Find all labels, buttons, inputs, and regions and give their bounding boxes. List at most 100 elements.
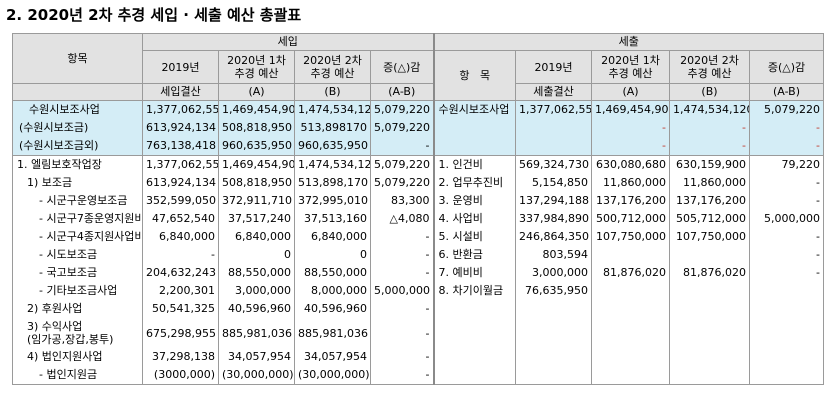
- income-first: 6,840,000: [218, 228, 295, 246]
- table-row: (수원시보조금외) 763,138,418 960,635,950 960,635,9…: [12, 137, 825, 156]
- table-row: - 시군구운영보조금 352,599,050 372,911,710 372,995,…: [12, 192, 825, 210]
- expense-first: 11,860,000: [591, 174, 670, 192]
- expense-diff: -: [748, 192, 825, 210]
- income-y2019: -: [142, 246, 219, 264]
- expense-diff: -: [748, 228, 825, 246]
- expense-diff: [748, 366, 825, 385]
- income-diff: 5,079,220: [370, 119, 434, 137]
- income-second: 513,898,170: [294, 174, 371, 192]
- expense-second: 630,159,900: [669, 155, 750, 174]
- header-expense-2019: 2019년: [515, 50, 592, 84]
- expense-diff: [748, 348, 825, 366]
- header-sub-blank: [12, 83, 143, 101]
- expense-first: [591, 300, 670, 318]
- header-expense-b: (B): [669, 83, 750, 101]
- table-row: 수원시보조사업 1,377,062,552 1,469,454,900 1,474,5…: [12, 100, 825, 119]
- expense-y2019: [515, 119, 592, 137]
- income-first: 508,818,950: [218, 174, 295, 192]
- income-y2019: 352,599,050: [142, 192, 219, 210]
- income-second: 960,635,950: [294, 137, 371, 156]
- header-expense-diff: 증(△)감: [748, 50, 825, 84]
- income-item-label: - 시도보조금: [12, 246, 143, 264]
- income-first: 40,596,960: [218, 300, 295, 318]
- header-income-first: 2020년 1차 추경 예산: [218, 50, 295, 84]
- expense-second: -: [669, 137, 750, 156]
- expense-diff: -: [748, 246, 825, 264]
- income-second: 8,000,000: [294, 282, 371, 300]
- header-income-second: 2020년 2차 추경 예산: [294, 50, 371, 84]
- income-first: 88,550,000: [218, 264, 295, 282]
- income-diff: 5,079,220: [370, 100, 434, 119]
- table-row: - 시도보조금 -0 0-6. 반환금 803,594-: [12, 246, 825, 264]
- income-diff: -: [370, 348, 434, 366]
- header-item: 항목: [12, 33, 143, 84]
- table-row: - 시군구7종운영지원비 47,652,540 37,517,240 37,513,1…: [12, 210, 825, 228]
- table-row: 2) 후원사업 50,541,325 40,596,960 40,596,960-: [12, 300, 825, 318]
- expense-first: -: [591, 119, 670, 137]
- income-second: 88,550,000: [294, 264, 371, 282]
- expense-y2019: [515, 318, 592, 348]
- header-income-ab: (A-B): [370, 83, 434, 101]
- table-row: - 기타보조금사업 2,200,301 3,000,000 8,000,000 5,00…: [12, 282, 825, 300]
- expense-y2019: [515, 366, 592, 385]
- income-y2019: 763,138,418: [142, 137, 219, 156]
- header-row-group: 항목 세입 세출: [12, 33, 825, 84]
- page-title: 2. 2020년 2차 추경 세입 · 세출 예산 총괄표: [6, 6, 302, 24]
- income-y2019: 1,377,062,552: [142, 100, 219, 119]
- income-y2019: 204,632,243: [142, 264, 219, 282]
- expense-item-label: [432, 348, 516, 366]
- expense-diff: [748, 318, 825, 348]
- expense-item-label: 2. 업무추진비: [432, 174, 516, 192]
- income-second: (30,000,000): [294, 366, 371, 385]
- income-diff: -: [370, 246, 434, 264]
- expense-diff: -: [748, 119, 825, 137]
- expense-item-label: 6. 반환금: [432, 246, 516, 264]
- header-expense-settle: 세출결산: [515, 83, 592, 101]
- expense-second: [669, 282, 750, 300]
- income-second: 885,981,036: [294, 318, 371, 348]
- income-y2019: 613,924,134: [142, 119, 219, 137]
- expense-y2019: 3,000,000: [515, 264, 592, 282]
- header-expense-second: 2020년 2차 추경 예산: [669, 50, 750, 84]
- header-income-2019: 2019년: [142, 50, 219, 84]
- header-income-a: (A): [218, 83, 295, 101]
- expense-diff: -: [748, 174, 825, 192]
- expense-second: 107,750,000: [669, 228, 750, 246]
- expense-first: 630,080,680: [591, 155, 670, 174]
- expense-first: 81,876,020: [591, 264, 670, 282]
- header-expense-item: 항 목: [432, 50, 516, 101]
- income-first: 885,981,036: [218, 318, 295, 348]
- income-second: 37,513,160: [294, 210, 371, 228]
- expense-first: 1,469,454,900: [591, 100, 670, 119]
- expense-second: [669, 348, 750, 366]
- table-row: (수원시보조금) 613,924,134 508,818,950 513,898170…: [12, 119, 825, 137]
- income-first: (30,000,000): [218, 366, 295, 385]
- expense-first: [591, 282, 670, 300]
- expense-item-label: 7. 예비비: [432, 264, 516, 282]
- header-row-sub: 세입결산 (A) (B) (A-B) 세출결산 (A) (B) (A-B): [12, 83, 825, 101]
- expense-second: 1,474,534,120: [669, 100, 750, 119]
- expense-item-label: 1. 인건비: [432, 155, 516, 174]
- expense-y2019: 337,984,890: [515, 210, 592, 228]
- income-second: 372,995,010: [294, 192, 371, 210]
- income-first: 508,818,950: [218, 119, 295, 137]
- income-first: 34,057,954: [218, 348, 295, 366]
- expense-y2019: 803,594: [515, 246, 592, 264]
- expense-item-label: [432, 119, 516, 137]
- income-diff: -: [370, 137, 434, 156]
- expense-diff: -: [748, 137, 825, 156]
- header-expense-a: (A): [591, 83, 670, 101]
- expense-first: [591, 366, 670, 385]
- income-y2019: 2,200,301: [142, 282, 219, 300]
- income-diff: -: [370, 366, 434, 385]
- income-item-label: - 기타보조금사업: [12, 282, 143, 300]
- table-row: 1) 보조금 613,924,134 508,818,950 513,898,170 5…: [12, 174, 825, 192]
- expense-y2019: [515, 348, 592, 366]
- income-item-label: - 시군구7종운영지원비: [12, 210, 143, 228]
- income-first: 37,517,240: [218, 210, 295, 228]
- expense-item-label: 8. 차기이월금: [432, 282, 516, 300]
- expense-y2019: 569,324,730: [515, 155, 592, 174]
- income-y2019: 47,652,540: [142, 210, 219, 228]
- expense-item-label: 4. 사업비: [432, 210, 516, 228]
- income-item-label: - 법인지원금: [12, 366, 143, 385]
